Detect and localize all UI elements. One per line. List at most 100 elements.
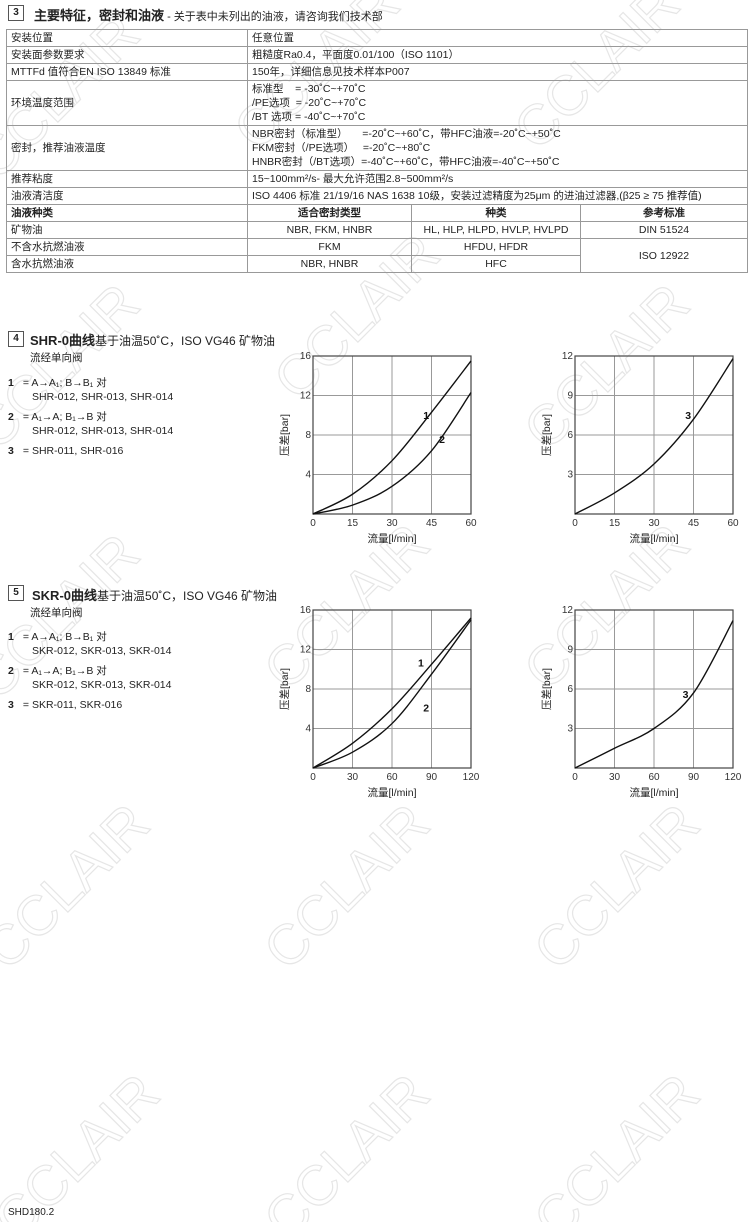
- row-label: 密封，推荐油液温度: [6, 125, 248, 171]
- column-header: 种类: [411, 204, 581, 222]
- legend-line: SKR-012, SKR-013, SKR-014: [32, 645, 172, 657]
- y-axis-label: 压差[bar]: [540, 414, 553, 456]
- y-tick-label: 9: [567, 391, 573, 402]
- value-line: 任意位置: [252, 32, 294, 44]
- legend-line: A₁→A; B₁→B 对: [31, 665, 107, 677]
- x-tick-label: 15: [347, 518, 359, 529]
- table-row: 含水抗燃油液 NBR, HNBR HFC: [6, 255, 748, 273]
- y-axis-label: 压差[bar]: [540, 668, 553, 710]
- legend-item: 2 = A₁→A; B₁→B 对 SHR-012, SHR-013, SHR-01…: [8, 410, 173, 438]
- value-line: NBR密封（标准型） =-20˚C~+60˚C，带HFC油液=-20˚C~+50…: [252, 128, 561, 140]
- table-row: 油液清洁度 ISO 4406 标准 21/19/16 NAS 1638 10级，安…: [6, 187, 748, 205]
- legend-number: 3: [8, 699, 14, 711]
- x-tick-label: 30: [347, 772, 359, 783]
- row-value: 15~100mm²/s- 最大允许范围2.8~500mm²/s: [247, 170, 748, 188]
- x-tick-label: 0: [572, 772, 578, 783]
- y-axis-label: 压差[bar]: [278, 668, 291, 710]
- legend-line: A₁→A; B₁→B 对: [31, 411, 107, 423]
- row-value: 粗糙度Ra0.4，平面度0.01/100（ISO 1101）: [247, 46, 748, 64]
- legend-eq: =: [20, 445, 32, 457]
- y-tick-label: 8: [305, 430, 311, 441]
- row-label: 安装面参数要求: [6, 46, 248, 64]
- column-header: 适合密封类型: [247, 204, 412, 222]
- row-value: 标准型 = -30˚C~+70˚C/PE选项 = -20˚C~+70˚C/BT …: [247, 80, 748, 126]
- legend-eq: =: [20, 631, 32, 643]
- legend-eq: =: [20, 377, 32, 389]
- x-tick-label: 90: [426, 772, 438, 783]
- curve-2: [312, 619, 472, 769]
- y-tick-label: 12: [562, 351, 574, 362]
- x-tick-label: 120: [463, 772, 480, 783]
- subtitle-text: 基于油温50˚C，ISO VG46 矿物油: [95, 334, 276, 348]
- subtitle-text: - 关于表中未列出的油液，请咨询我们技术部: [164, 11, 383, 23]
- x-axis-label: 流量[l/min]: [367, 786, 416, 799]
- y-tick-label: 9: [567, 645, 573, 656]
- row-label: MTTFd 值符合EN ISO 13849 标准: [6, 63, 248, 81]
- x-tick-label: 60: [386, 772, 398, 783]
- watermark-text: CCLAIR: [521, 791, 711, 981]
- curve-1: [312, 617, 472, 769]
- column-header: 油液种类: [6, 204, 248, 222]
- legend-number: 2: [8, 665, 14, 677]
- table-row: 矿物油 NBR, FKM, HNBR HL, HLP, HLPD, HVLP, …: [6, 221, 748, 239]
- table-row: 安装面参数要求 粗糙度Ra0.4，平面度0.01/100（ISO 1101）: [6, 46, 748, 64]
- x-tick-label: 0: [310, 518, 316, 529]
- value-line: 标准型 = -30˚C~+70˚C: [252, 83, 366, 95]
- x-tick-label: 90: [688, 772, 700, 783]
- section-title: SHR-0曲线基于油温50˚C，ISO VG46 矿物油: [30, 330, 275, 349]
- caption: 流经单向阀: [30, 352, 83, 364]
- x-tick-label: 15: [609, 518, 621, 529]
- curve-label: 1: [418, 657, 424, 669]
- y-tick-label: 6: [567, 684, 573, 695]
- legend-line: A→A₁; B→B₁ 对: [31, 631, 107, 643]
- x-axis-label: 流量[l/min]: [367, 532, 416, 545]
- plot-frame: [312, 355, 472, 515]
- watermark-text: CCLAIR: [0, 791, 161, 981]
- page-footer: SHD180.2: [8, 1207, 55, 1218]
- row-value: 150年，详细信息见技术样本P007: [247, 63, 748, 81]
- chart-shr-12: 0 15 30 45 60 4 8 12 16 流量[l/min] 压差[bar] 12: [278, 351, 477, 545]
- subtitle-text: 基于油温50˚C，ISO VG46 矿物油: [97, 589, 278, 603]
- section-number: 5: [8, 585, 24, 601]
- table-row: 环境温度范围 标准型 = -30˚C~+70˚C/PE选项 = -20˚C~+70…: [6, 80, 748, 126]
- curve-label: 2: [423, 703, 429, 715]
- plot-frame: [574, 609, 734, 769]
- legend-item: 3 = SHR-011, SHR-016: [8, 444, 173, 458]
- fluid-type: 矿物油: [6, 221, 248, 239]
- row-label: 推荐粘度: [6, 170, 248, 188]
- legend: 1 = A→A₁; B→B₁ 对 SKR-012, SKR-013, SKR-01…: [8, 630, 171, 718]
- spec-table: 安装位置 任意位置 安装面参数要求 粗糙度Ra0.4，平面度0.01/100（ISO …: [6, 29, 748, 273]
- legend-item: 1 = A→A₁; B→B₁ 对 SHR-012, SHR-013, SHR-01…: [8, 376, 173, 404]
- legend-number: 2: [8, 411, 14, 423]
- legend: 1 = A→A₁; B→B₁ 对 SHR-012, SHR-013, SHR-01…: [8, 376, 173, 464]
- curve-3: [574, 620, 734, 769]
- row-label: 安装位置: [6, 29, 248, 47]
- curve-1: [312, 360, 472, 515]
- legend-line: SHR-012, SHR-013, SHR-014: [32, 425, 174, 437]
- y-tick-label: 12: [300, 391, 312, 402]
- value-line: HNBR密封（/BT选项）=-40˚C~+60˚C，带HFC油液=-40˚C~+…: [252, 156, 560, 168]
- title-text: SKR-0曲线: [32, 588, 98, 603]
- x-tick-label: 30: [648, 518, 660, 529]
- fluid-class: HFDU, HFDR: [411, 238, 581, 256]
- fluid-class: HFC: [411, 255, 581, 273]
- section-number: 4: [8, 331, 24, 347]
- row-label: 环境温度范围: [6, 80, 248, 126]
- curve-3: [574, 358, 734, 515]
- value-line: 15~100mm²/s- 最大允许范围2.8~500mm²/s: [252, 173, 454, 185]
- x-axis-label: 流量[l/min]: [629, 786, 678, 799]
- fluid-type: 不含水抗燃油液: [6, 238, 248, 256]
- y-tick-label: 4: [305, 724, 311, 735]
- legend-item: 1 = A→A₁; B→B₁ 对 SKR-012, SKR-013, SKR-01…: [8, 630, 171, 658]
- value-line: /PE选项 = -20˚C~+70˚C: [252, 97, 367, 109]
- legend-number: 1: [8, 377, 14, 389]
- fluid-class: HL, HLP, HLPD, HVLP, HVLPD: [411, 221, 581, 239]
- seal-type: NBR, HNBR: [247, 255, 412, 273]
- legend-line: SKR-012, SKR-013, SKR-014: [32, 679, 172, 691]
- y-axis-label: 压差[bar]: [278, 414, 291, 456]
- table-row: 不含水抗燃油液 FKM HFDU, HFDR ISO 12922: [6, 238, 748, 273]
- plot-frame: [574, 355, 734, 515]
- row-label: 油液清洁度: [6, 187, 248, 205]
- fluid-type: 含水抗燃油液: [6, 255, 248, 273]
- reference-standard: DIN 51524: [580, 221, 748, 239]
